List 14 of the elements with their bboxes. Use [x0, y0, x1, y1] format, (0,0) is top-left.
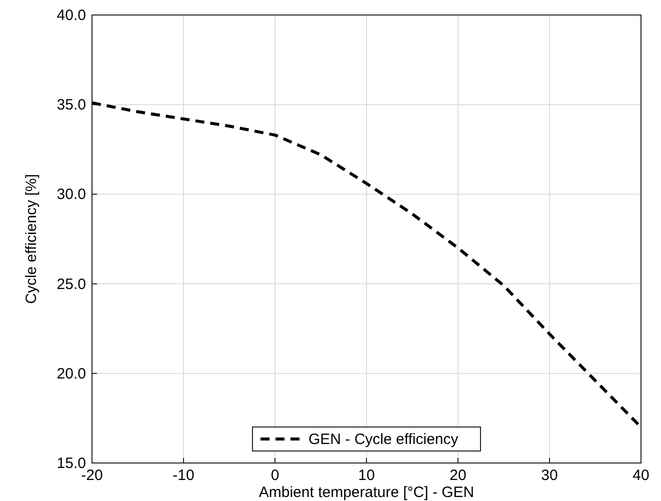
y-tick-label: 20.0 [56, 365, 86, 382]
x-tick-label: 20 [450, 467, 466, 484]
y-tick-label: 25.0 [56, 276, 86, 293]
x-tick-label: 40 [632, 467, 650, 484]
x-tick-label: 0 [270, 467, 280, 484]
x-axis-title: Ambient temperature [°C] - GEN [258, 484, 474, 501]
x-tick-label: 30 [541, 467, 558, 484]
x-tick-label: 10 [358, 467, 375, 484]
legend-label: GEN - Cycle efficiency [308, 431, 459, 448]
y-tick-label: 35.0 [56, 96, 86, 114]
y-tick-label: 30.0 [56, 186, 86, 204]
y-axis-title: Cycle efficiency [%] [23, 174, 40, 304]
x-tick-label: -10 [172, 467, 194, 484]
y-tick-label: 40.0 [56, 7, 86, 24]
